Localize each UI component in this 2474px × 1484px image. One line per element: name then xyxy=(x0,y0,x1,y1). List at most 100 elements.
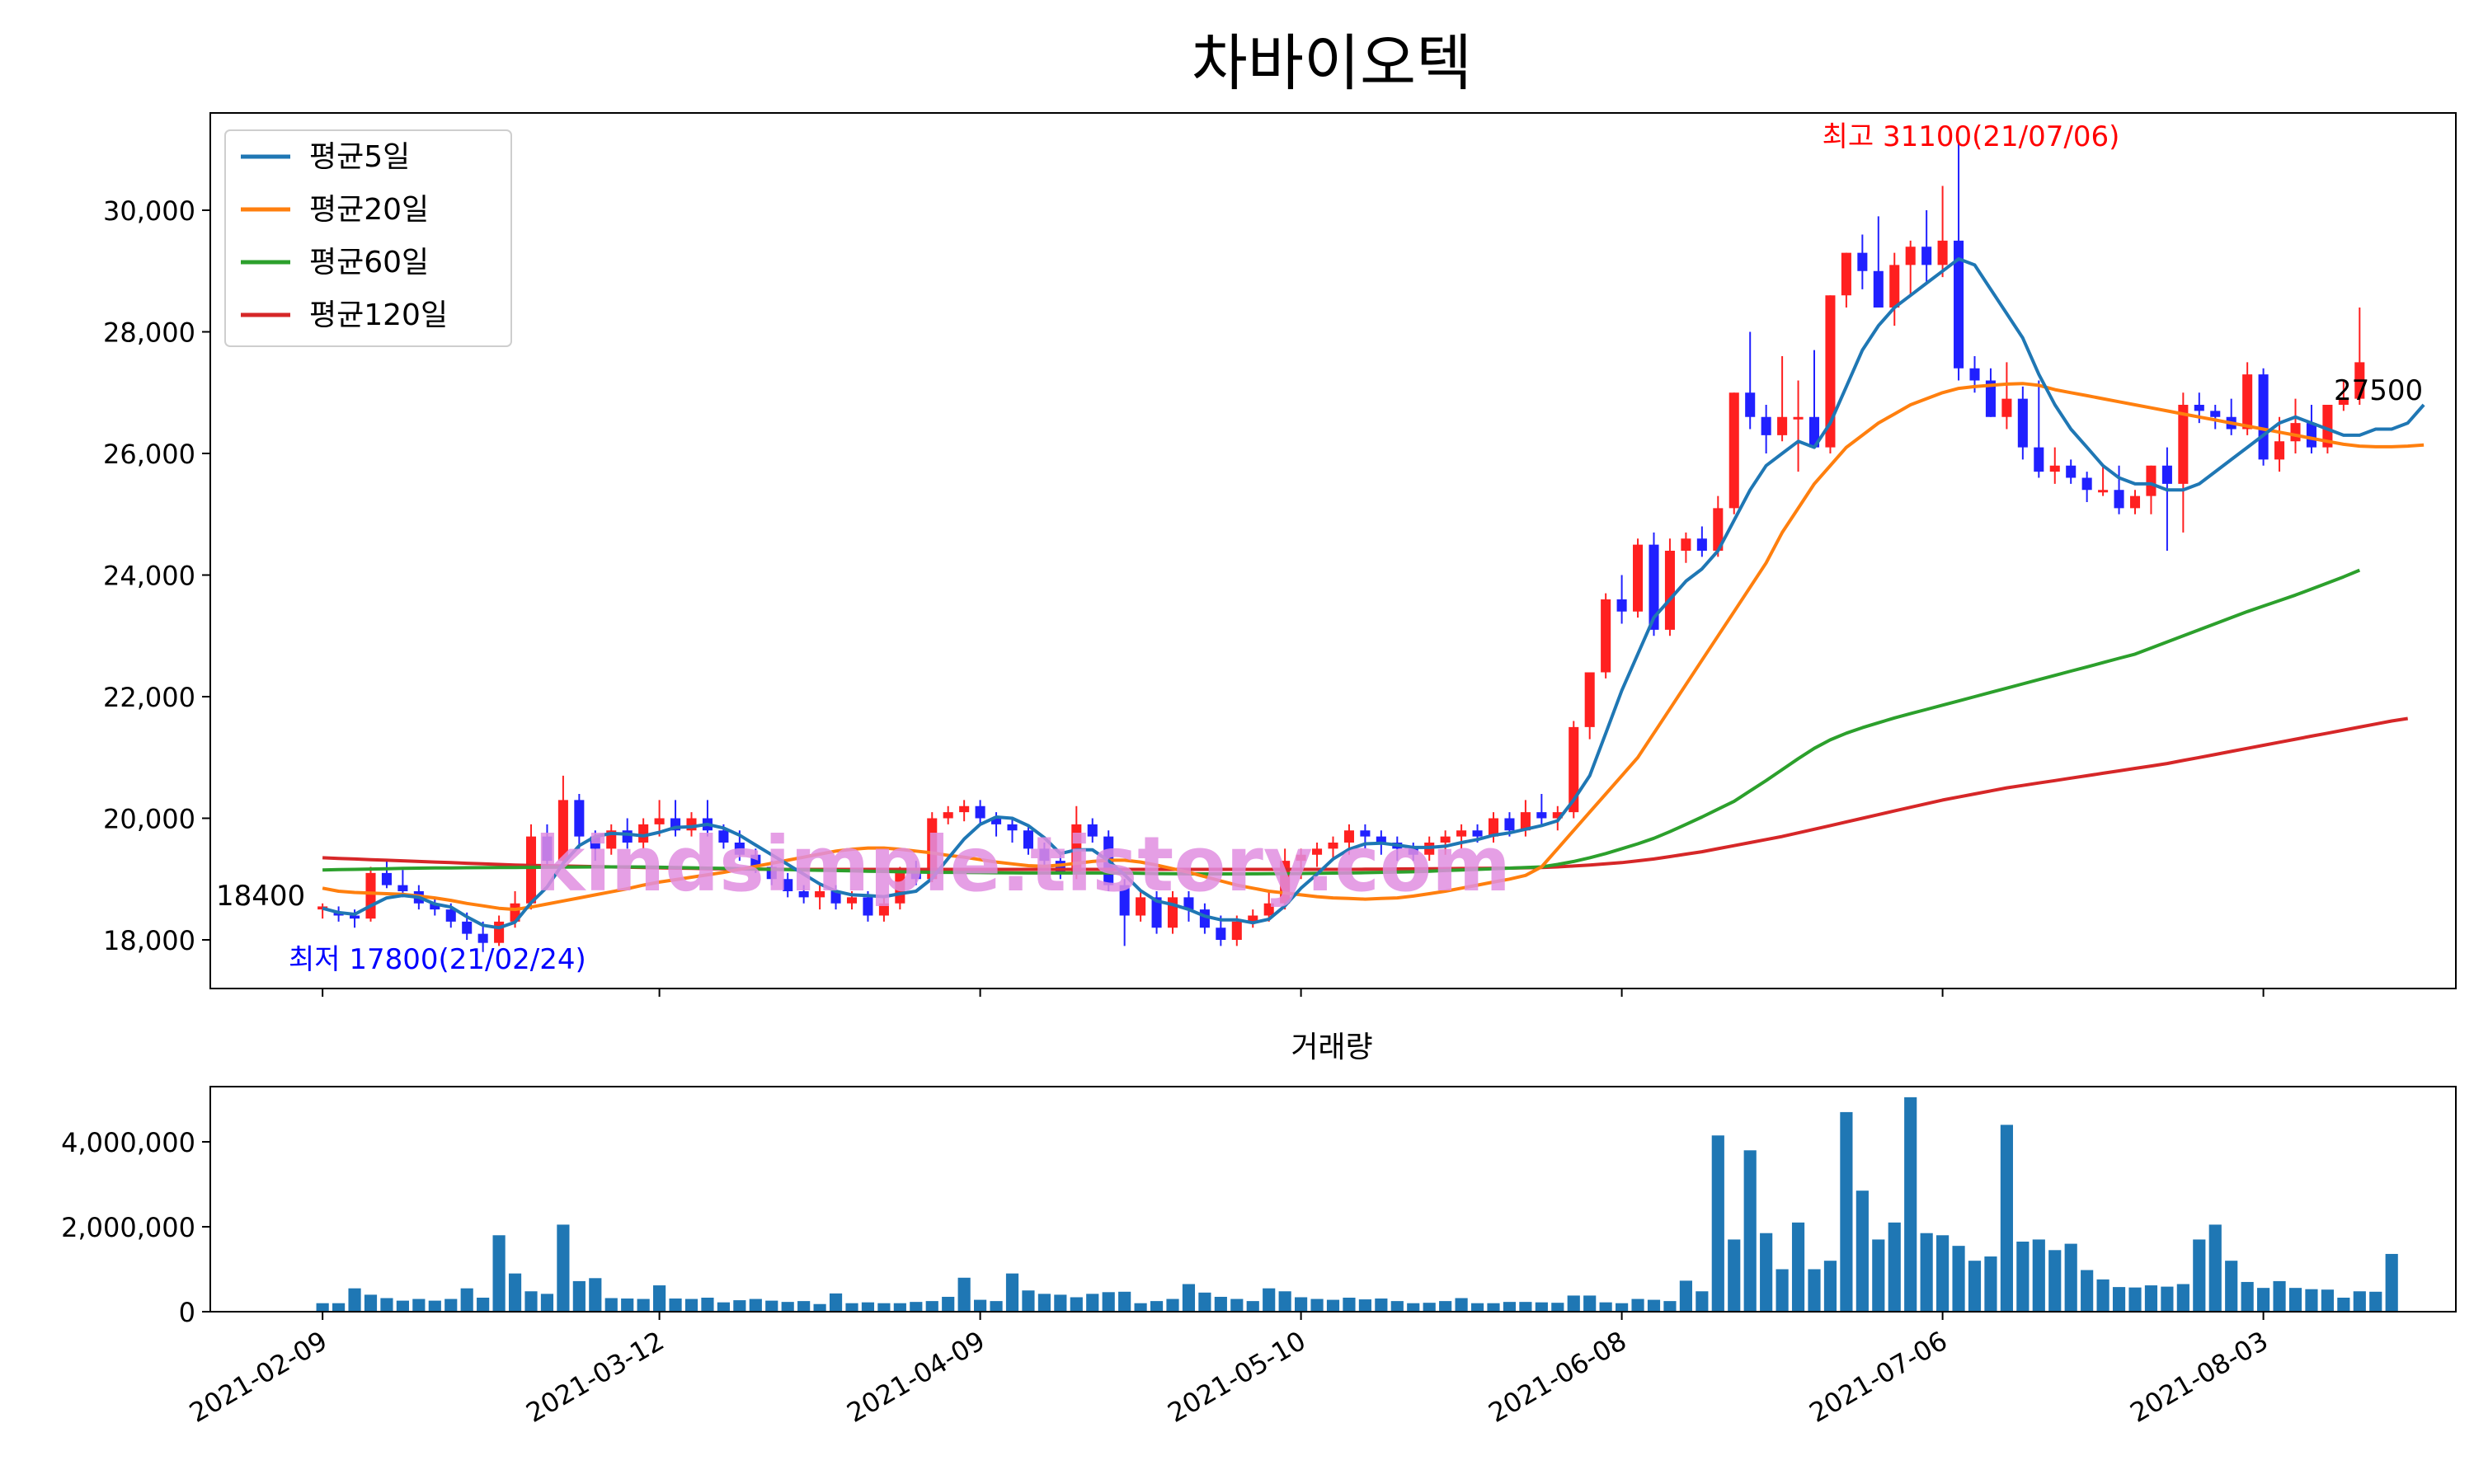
last-close-label: 27500 xyxy=(2334,374,2423,407)
candle-body xyxy=(381,872,392,885)
volume-bar xyxy=(957,1277,971,1312)
candle-body xyxy=(1263,903,1274,916)
first-close-label: 18400 xyxy=(216,880,305,913)
volume-bar xyxy=(1791,1222,1805,1312)
volume-bar xyxy=(733,1300,746,1312)
low-price-annotation: 최저 17800(21/02/24) xyxy=(289,943,586,976)
candle-body xyxy=(430,903,440,910)
price-y-axis: 18,000 20,000 22,000 24,000 26,000 28,000 30,0… xyxy=(103,195,210,956)
candle-body xyxy=(2290,423,2301,442)
candle-body xyxy=(2146,465,2157,496)
candle-body xyxy=(1905,247,1916,265)
volume-bar xyxy=(1358,1299,1371,1312)
candle-body xyxy=(718,830,729,843)
volume-y-axis: 0 2,000,000 4,000,000 xyxy=(61,1127,210,1328)
volume-bar xyxy=(942,1296,955,1312)
volume-bar xyxy=(2353,1291,2366,1312)
candle-body xyxy=(2066,465,2077,478)
volume-bar xyxy=(1278,1291,1291,1312)
candle-body xyxy=(1136,897,1146,916)
volume-bar xyxy=(1455,1298,1468,1312)
candle-body xyxy=(1343,830,1354,843)
candle-body xyxy=(1536,812,1547,819)
volume-bar xyxy=(1776,1269,1789,1312)
volume-bar xyxy=(877,1303,891,1312)
volume-bar xyxy=(1102,1292,1115,1312)
volume-bar xyxy=(1936,1235,1950,1312)
candle-body xyxy=(2098,490,2109,493)
volume-bar xyxy=(910,1302,923,1312)
volume-bar xyxy=(477,1298,490,1312)
volume-bar xyxy=(1743,1150,1757,1312)
volume-bar xyxy=(1631,1298,1644,1312)
candle-body xyxy=(1649,544,1659,630)
volume-bar xyxy=(2161,1286,2174,1312)
candle-body xyxy=(2210,411,2221,417)
candle-body xyxy=(878,903,889,916)
candle-body xyxy=(1681,538,1691,551)
volume-bar xyxy=(1070,1297,1083,1312)
volume-bar xyxy=(2385,1253,2398,1312)
candle-body xyxy=(1793,416,1804,420)
high-price-annotation: 최고 31100(21/07/06) xyxy=(1823,120,2120,153)
volume-bar xyxy=(1679,1280,1692,1312)
volume-bar xyxy=(524,1291,538,1312)
volume-bar xyxy=(653,1285,666,1312)
volume-bar xyxy=(2305,1289,2318,1312)
volume-bar xyxy=(2257,1288,2270,1312)
candle-body xyxy=(830,891,841,904)
volume-bar xyxy=(1295,1297,1308,1312)
volume-bar xyxy=(1487,1303,1500,1312)
volume-bar xyxy=(637,1298,650,1312)
candle-body xyxy=(574,800,585,837)
volume-bar xyxy=(1198,1292,1211,1312)
candle-body xyxy=(525,836,537,904)
legend-label-ma60: 평균60일 xyxy=(309,246,429,279)
candle-body xyxy=(846,897,858,904)
candle-body xyxy=(1937,240,1948,265)
volume-bar xyxy=(1840,1111,1853,1312)
candle-body xyxy=(350,915,360,919)
volume-bar xyxy=(2321,1289,2334,1312)
candle-body xyxy=(959,805,970,813)
candle-body xyxy=(1777,416,1788,435)
candle-body xyxy=(1504,818,1515,831)
volume-bar xyxy=(332,1303,346,1312)
volume-bar xyxy=(2225,1261,2238,1312)
candle-body xyxy=(1408,848,1418,855)
candle-body xyxy=(2017,398,2028,448)
moving-average-lines xyxy=(322,257,2425,930)
candle-body xyxy=(1183,897,1194,910)
volume-bar xyxy=(364,1294,378,1312)
volume-bar xyxy=(460,1288,473,1312)
volume-bar xyxy=(380,1298,393,1312)
candle-body xyxy=(927,818,938,880)
candle-body xyxy=(1360,830,1371,837)
volume-bar xyxy=(1263,1288,1276,1312)
volume-bar xyxy=(1567,1295,1580,1312)
candle-body xyxy=(1007,824,1018,831)
volume-bar xyxy=(1166,1298,1179,1312)
volume-bar xyxy=(1439,1301,1452,1312)
volume-bar xyxy=(1968,1261,1982,1312)
volume-bar xyxy=(2288,1288,2302,1312)
volume-bar xyxy=(1920,1233,1933,1312)
candle-body xyxy=(2081,477,2092,491)
price-y-tick-label: 22,000 xyxy=(103,682,195,713)
candle-body xyxy=(1296,854,1306,862)
candle-body xyxy=(1023,830,1033,849)
candle-body xyxy=(1216,928,1226,940)
volume-bar xyxy=(2081,1270,2094,1312)
candle-body xyxy=(1985,380,1996,417)
volume-bar xyxy=(1343,1298,1356,1312)
candle-body xyxy=(1520,812,1531,831)
volume-bar xyxy=(1616,1303,1629,1312)
volume-bar xyxy=(1182,1284,1196,1312)
candle-body xyxy=(1954,240,1964,369)
volume-bar xyxy=(701,1298,714,1312)
volume-bar xyxy=(829,1293,843,1312)
volume-bar xyxy=(2193,1239,2206,1312)
candle-body xyxy=(1841,252,1851,296)
volume-bar xyxy=(348,1288,361,1312)
